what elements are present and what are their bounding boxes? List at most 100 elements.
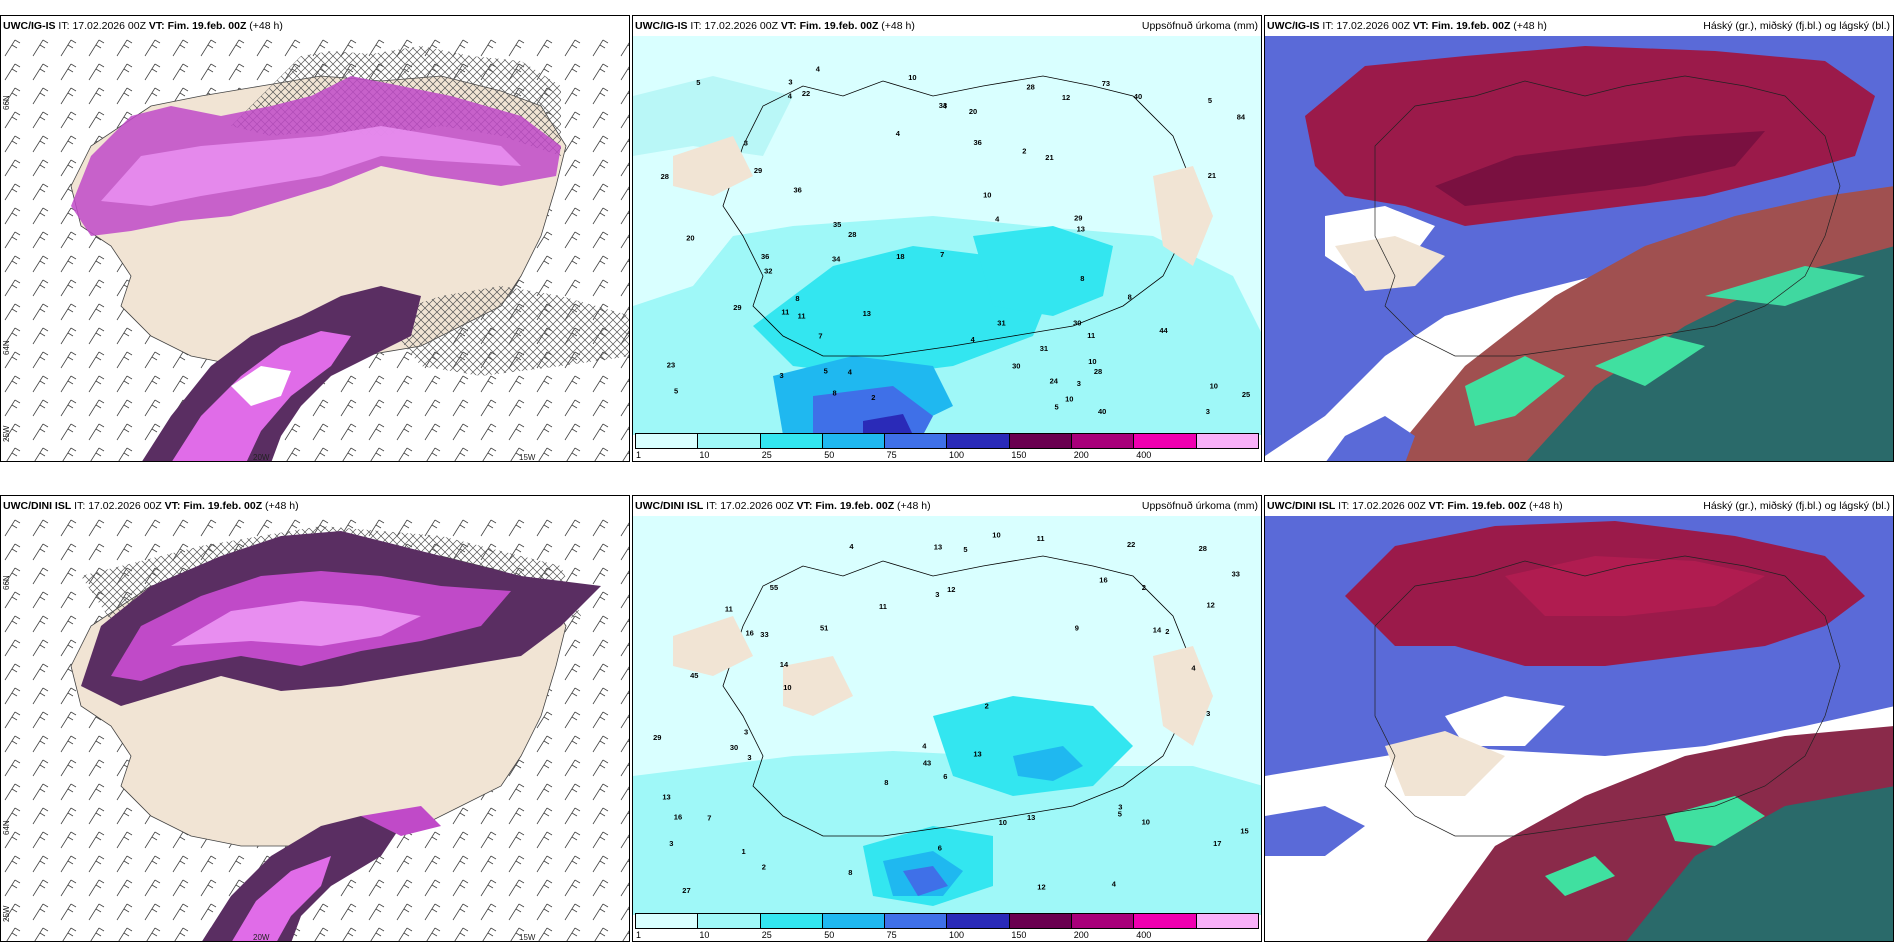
precip-value-label: 3 <box>669 839 673 848</box>
legend-swatch <box>885 434 948 448</box>
precip-value-label: 6 <box>943 772 947 781</box>
legend-tick-label: 400 <box>1136 930 1152 940</box>
it-label: IT: <box>690 20 702 32</box>
precip-value-label: 16 <box>746 629 754 638</box>
map-clouds-bottom <box>1265 516 1893 941</box>
precip-value-label: 8 <box>833 389 837 398</box>
model-name: UWC/IG-IS <box>635 20 688 32</box>
legend-tick-label: 1 <box>636 450 642 460</box>
precip-value-label: 13 <box>973 750 981 759</box>
precip-value-label: 8 <box>1128 292 1132 301</box>
valid-time: Fim. 19.feb. 00Z <box>1447 500 1527 512</box>
precip-value-label: 21 <box>1208 171 1216 180</box>
precip-value-label: 4 <box>816 65 821 74</box>
legend-tick-label: 50 <box>824 450 835 460</box>
precip-value-label: 5 <box>824 366 828 375</box>
precip-value-label: 30 <box>1012 362 1020 371</box>
precip-value-label: 29 <box>733 303 741 312</box>
precip-value-label: 5 <box>696 78 700 87</box>
precip-value-label: 36 <box>794 185 802 194</box>
precip-value-label: 17 <box>1213 839 1221 848</box>
legend-tick-label: 400 <box>1136 450 1152 460</box>
precip-value-label: 3 <box>1118 802 1122 811</box>
precip-value-label: 28 <box>661 172 669 181</box>
legend-swatch <box>698 434 761 448</box>
legend-tick-label: 10 <box>699 930 710 940</box>
precip-value-label: 3 <box>744 138 748 147</box>
legend-tick-label: 10 <box>699 450 710 460</box>
lon-label-25w: 25W <box>2 425 11 442</box>
precip-value-label: 4 <box>922 741 927 750</box>
panel-bottom-middle-accum-precip: UWC/DINI ISL IT: 17.02.2026 00Z VT: Fim.… <box>632 495 1262 942</box>
precip-value-label: 5 <box>1118 809 1122 818</box>
precip-value-label: 33 <box>1232 570 1240 579</box>
precip-value-label: 3 <box>780 371 784 380</box>
precip-value-label: 5 <box>1055 403 1059 412</box>
precip-value-label: 35 <box>833 220 841 229</box>
precip-value-label: 28 <box>1199 544 1207 553</box>
precip-value-label: 10 <box>1088 357 1096 366</box>
precip-value-label: 22 <box>802 89 810 98</box>
precip-value-label: 16 <box>674 813 682 822</box>
panel-bottom-left-wind-precip: UWC/DINI ISL IT: 17.02.2026 00Z VT: Fim.… <box>0 495 630 942</box>
precip-value-label: 22 <box>1127 540 1135 549</box>
precip-value-label: 2 <box>1165 627 1169 636</box>
precip-value-label: 10 <box>1065 395 1073 404</box>
panel-title: UWC/DINI ISL IT: 17.02.2026 00Z VT: Fim.… <box>1 496 629 516</box>
precip-value-label: 8 <box>1080 274 1084 283</box>
precip-values-bottom: 6323341112131617109131082435523341315161… <box>653 530 1249 895</box>
panel-top-middle-accum-precip: UWC/IG-IS IT: 17.02.2026 00Z VT: Fim. 19… <box>632 15 1262 462</box>
precip-value-label: 33 <box>939 101 947 110</box>
panel-title: UWC/IG-IS IT: 17.02.2026 00Z VT: Fim. 19… <box>1 16 629 36</box>
precip-value-label: 3 <box>747 753 751 762</box>
legend-tick-label: 1 <box>636 930 642 940</box>
legend-tick-label: 200 <box>1073 930 1089 940</box>
valid-time: Fim. 19.feb. 00Z <box>183 500 263 512</box>
panel-top-right-clouds: UWC/IG-IS IT: 17.02.2026 00Z VT: Fim. 19… <box>1264 15 1894 462</box>
precip-value-label: 18 <box>896 252 904 261</box>
init-time: 17.02.2026 00Z <box>720 500 794 512</box>
precip-value-label: 43 <box>923 758 931 767</box>
precip-value-label: 2 <box>1142 583 1146 592</box>
panel-title: UWC/IG-IS IT: 17.02.2026 00Z VT: Fim. 19… <box>633 16 1261 36</box>
precip-value-label: 4 <box>1112 879 1117 888</box>
field-title: Háský (gr.), miðský (fj.bl.) og lágský (… <box>1703 500 1890 512</box>
precip-value-label: 27 <box>682 886 690 895</box>
precip-value-label: 23 <box>667 360 675 369</box>
precip-value-label: 3 <box>788 78 792 87</box>
lon-label-25w: 25W <box>2 905 11 922</box>
precip-value-label: 15 <box>1240 826 1248 835</box>
legend-swatch <box>760 914 823 928</box>
legend-tick-label: 150 <box>1011 450 1027 460</box>
legend-swatch <box>1009 434 1073 448</box>
precip-value-label: 30 <box>1073 318 1081 327</box>
precip-value-label: 1 <box>742 847 746 856</box>
precip-value-label: 2 <box>985 701 989 710</box>
lead-time: (+48 h) <box>265 500 299 512</box>
legend-swatch <box>1072 914 1135 928</box>
map-wind-precip-bottom: 66N 64N 25W 20W 15W <box>1 516 629 942</box>
legend-swatch <box>760 434 823 448</box>
it-label: IT: <box>1322 20 1334 32</box>
vt-label: VT: <box>148 20 165 32</box>
lead-time: (+48 h) <box>881 20 915 32</box>
lead-time: (+48 h) <box>1513 20 1547 32</box>
precip-value-label: 9 <box>1075 623 1079 632</box>
precip-value-label: 13 <box>1077 224 1085 233</box>
precip-values-top: 4341129131131011122023211075455432537542… <box>661 65 1251 417</box>
iceland-coast <box>722 75 1194 357</box>
precip-value-label: 32 <box>764 267 772 276</box>
init-time: 17.02.2026 00Z <box>1352 500 1426 512</box>
lead-time: (+48 h) <box>1529 500 1563 512</box>
precip-value-label: 33 <box>760 630 768 639</box>
precip-value-label: 20 <box>969 107 977 116</box>
precip-value-label: 4 <box>971 335 976 344</box>
vt-label: VT: <box>780 20 797 32</box>
legend-tick-label: 100 <box>949 450 965 460</box>
precip-value-label: 28 <box>1094 367 1102 376</box>
precip-value-label: 73 <box>1102 79 1110 88</box>
model-name: UWC/DINI ISL <box>635 500 704 512</box>
precip-value-label: 40 <box>1098 407 1106 416</box>
it-label: IT: <box>1338 500 1350 512</box>
lon-label-20w: 20W <box>253 933 270 942</box>
